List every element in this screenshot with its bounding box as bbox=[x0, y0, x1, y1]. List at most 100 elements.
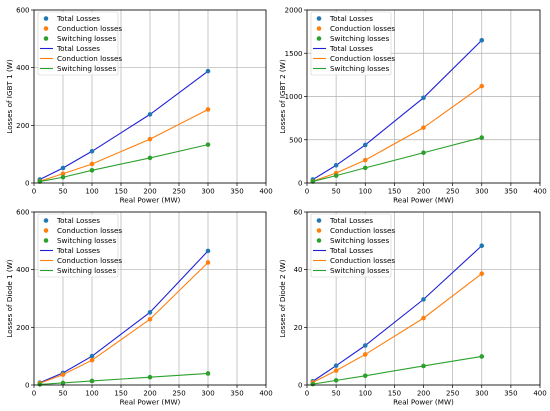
x-tick-label: 300 bbox=[475, 390, 488, 398]
legend-label: Conduction losses bbox=[330, 256, 395, 265]
data-point bbox=[310, 381, 316, 387]
x-axis-label: Real Power (MW) bbox=[120, 196, 181, 205]
x-tick-label: 250 bbox=[446, 390, 459, 398]
data-point bbox=[310, 179, 316, 184]
x-tick-label: 0 bbox=[305, 188, 309, 196]
x-tick-label: 350 bbox=[230, 390, 243, 398]
legend-marker bbox=[43, 16, 49, 21]
x-tick-label: 200 bbox=[417, 188, 430, 196]
legend-label: Conduction losses bbox=[330, 54, 395, 63]
x-tick-label: 250 bbox=[446, 188, 459, 196]
legend-box bbox=[310, 213, 392, 278]
legend-label: Switching losses bbox=[57, 236, 116, 245]
data-point bbox=[147, 155, 153, 161]
x-tick-label: 400 bbox=[259, 188, 272, 196]
x-tick-label: 250 bbox=[172, 390, 185, 398]
data-point bbox=[362, 343, 368, 348]
y-tick-label: 1000 bbox=[285, 93, 303, 101]
data-point bbox=[333, 173, 339, 178]
y-tick-label: 0 bbox=[25, 382, 29, 390]
x-tick-label: 350 bbox=[504, 390, 517, 398]
data-point bbox=[333, 162, 339, 168]
data-point bbox=[205, 260, 211, 265]
data-point bbox=[89, 378, 95, 384]
data-point bbox=[89, 148, 95, 154]
x-tick-label: 100 bbox=[85, 188, 98, 196]
legend-marker bbox=[43, 218, 49, 223]
chart-panel-1: 0 50 100 150 200 250 300 350 400 0 200 400 600 Real P… bbox=[5, 7, 273, 205]
x-tick-label: 50 bbox=[332, 188, 341, 196]
data-point bbox=[60, 171, 66, 177]
x-tick-label: 50 bbox=[332, 390, 341, 398]
x-axis-label: Real Power (MW) bbox=[120, 398, 181, 407]
data-point bbox=[60, 380, 66, 386]
data-point bbox=[421, 125, 426, 130]
legend-label: Total Losses bbox=[329, 216, 373, 225]
chart-panel-3: 0 50 100 150 200 250 300 350 400 0 200 400 600 Real P… bbox=[5, 209, 273, 407]
legend-label: Switching losses bbox=[330, 34, 389, 43]
x-tick-label: 200 bbox=[143, 188, 156, 196]
legend-label: Conduction losses bbox=[330, 226, 395, 235]
legend-label: Total Losses bbox=[56, 216, 100, 225]
axes-frame bbox=[306, 211, 541, 386]
legend-marker bbox=[316, 26, 322, 31]
data-point bbox=[421, 315, 426, 321]
data-point bbox=[362, 165, 368, 171]
y-axis-label: Losses of IGBT 2 (W) bbox=[278, 59, 287, 133]
data-point bbox=[479, 243, 485, 249]
legend-marker bbox=[316, 238, 322, 243]
data-point bbox=[147, 310, 153, 315]
y-tick-label: 500 bbox=[289, 136, 302, 144]
legend-label: Total Losses bbox=[56, 246, 100, 255]
x-tick-label: 200 bbox=[417, 390, 430, 398]
data-point bbox=[362, 142, 368, 148]
legend-label: Total Losses bbox=[329, 14, 373, 23]
x-tick-label: 150 bbox=[388, 390, 401, 398]
data-point bbox=[89, 353, 95, 359]
data-point bbox=[147, 112, 153, 117]
series-line-2 bbox=[39, 108, 209, 182]
legend-label: Switching losses bbox=[330, 64, 389, 73]
x-tick-label: 100 bbox=[85, 390, 98, 398]
y-axis-label: Losses of IGBT 1 (W) bbox=[5, 59, 14, 133]
data-point bbox=[421, 95, 426, 101]
legend-label: Switching losses bbox=[57, 266, 116, 275]
x-tick-label: 250 bbox=[172, 188, 185, 196]
x-tick-label: 100 bbox=[359, 390, 372, 398]
legend-marker bbox=[43, 228, 49, 233]
data-point bbox=[205, 107, 211, 112]
data-point bbox=[362, 157, 368, 163]
y-tick-label: 0 bbox=[25, 180, 29, 188]
x-axis-label: Real Power (MW) bbox=[393, 196, 454, 205]
data-point bbox=[333, 378, 339, 383]
legend-marker bbox=[316, 218, 322, 223]
legend-marker bbox=[316, 16, 322, 21]
x-tick-label: 300 bbox=[475, 188, 488, 196]
legend-box bbox=[310, 11, 392, 76]
legend-label: Total Losses bbox=[56, 14, 100, 23]
y-tick-label: 400 bbox=[16, 266, 29, 274]
legend-label: Switching losses bbox=[57, 64, 116, 73]
chart-panel-2: 0 50 100 150 200 250 300 350 400 0 500 1000 1500 2000… bbox=[278, 7, 547, 205]
y-tick-label: 20 bbox=[294, 324, 303, 332]
y-tick-label: 1500 bbox=[285, 50, 303, 58]
chart-panel-4: 0 50 100 150 200 250 300 350 400 0 20 40 60 Real Powe… bbox=[278, 209, 547, 407]
x-tick-label: 400 bbox=[533, 390, 546, 398]
x-tick-label: 350 bbox=[504, 188, 517, 196]
data-point bbox=[205, 248, 211, 254]
y-tick-label: 0 bbox=[298, 180, 302, 188]
data-point bbox=[60, 372, 66, 377]
legend-marker bbox=[43, 26, 49, 31]
data-point bbox=[333, 363, 339, 368]
y-axis-label: Losses of Diode 1 (W) bbox=[5, 259, 14, 337]
x-axis-label: Real Power (MW) bbox=[393, 398, 454, 407]
legend-label: Total Losses bbox=[329, 246, 373, 255]
x-tick-label: 150 bbox=[114, 188, 127, 196]
data-point bbox=[479, 37, 485, 43]
y-tick-label: 60 bbox=[294, 209, 303, 217]
data-point bbox=[147, 136, 153, 142]
